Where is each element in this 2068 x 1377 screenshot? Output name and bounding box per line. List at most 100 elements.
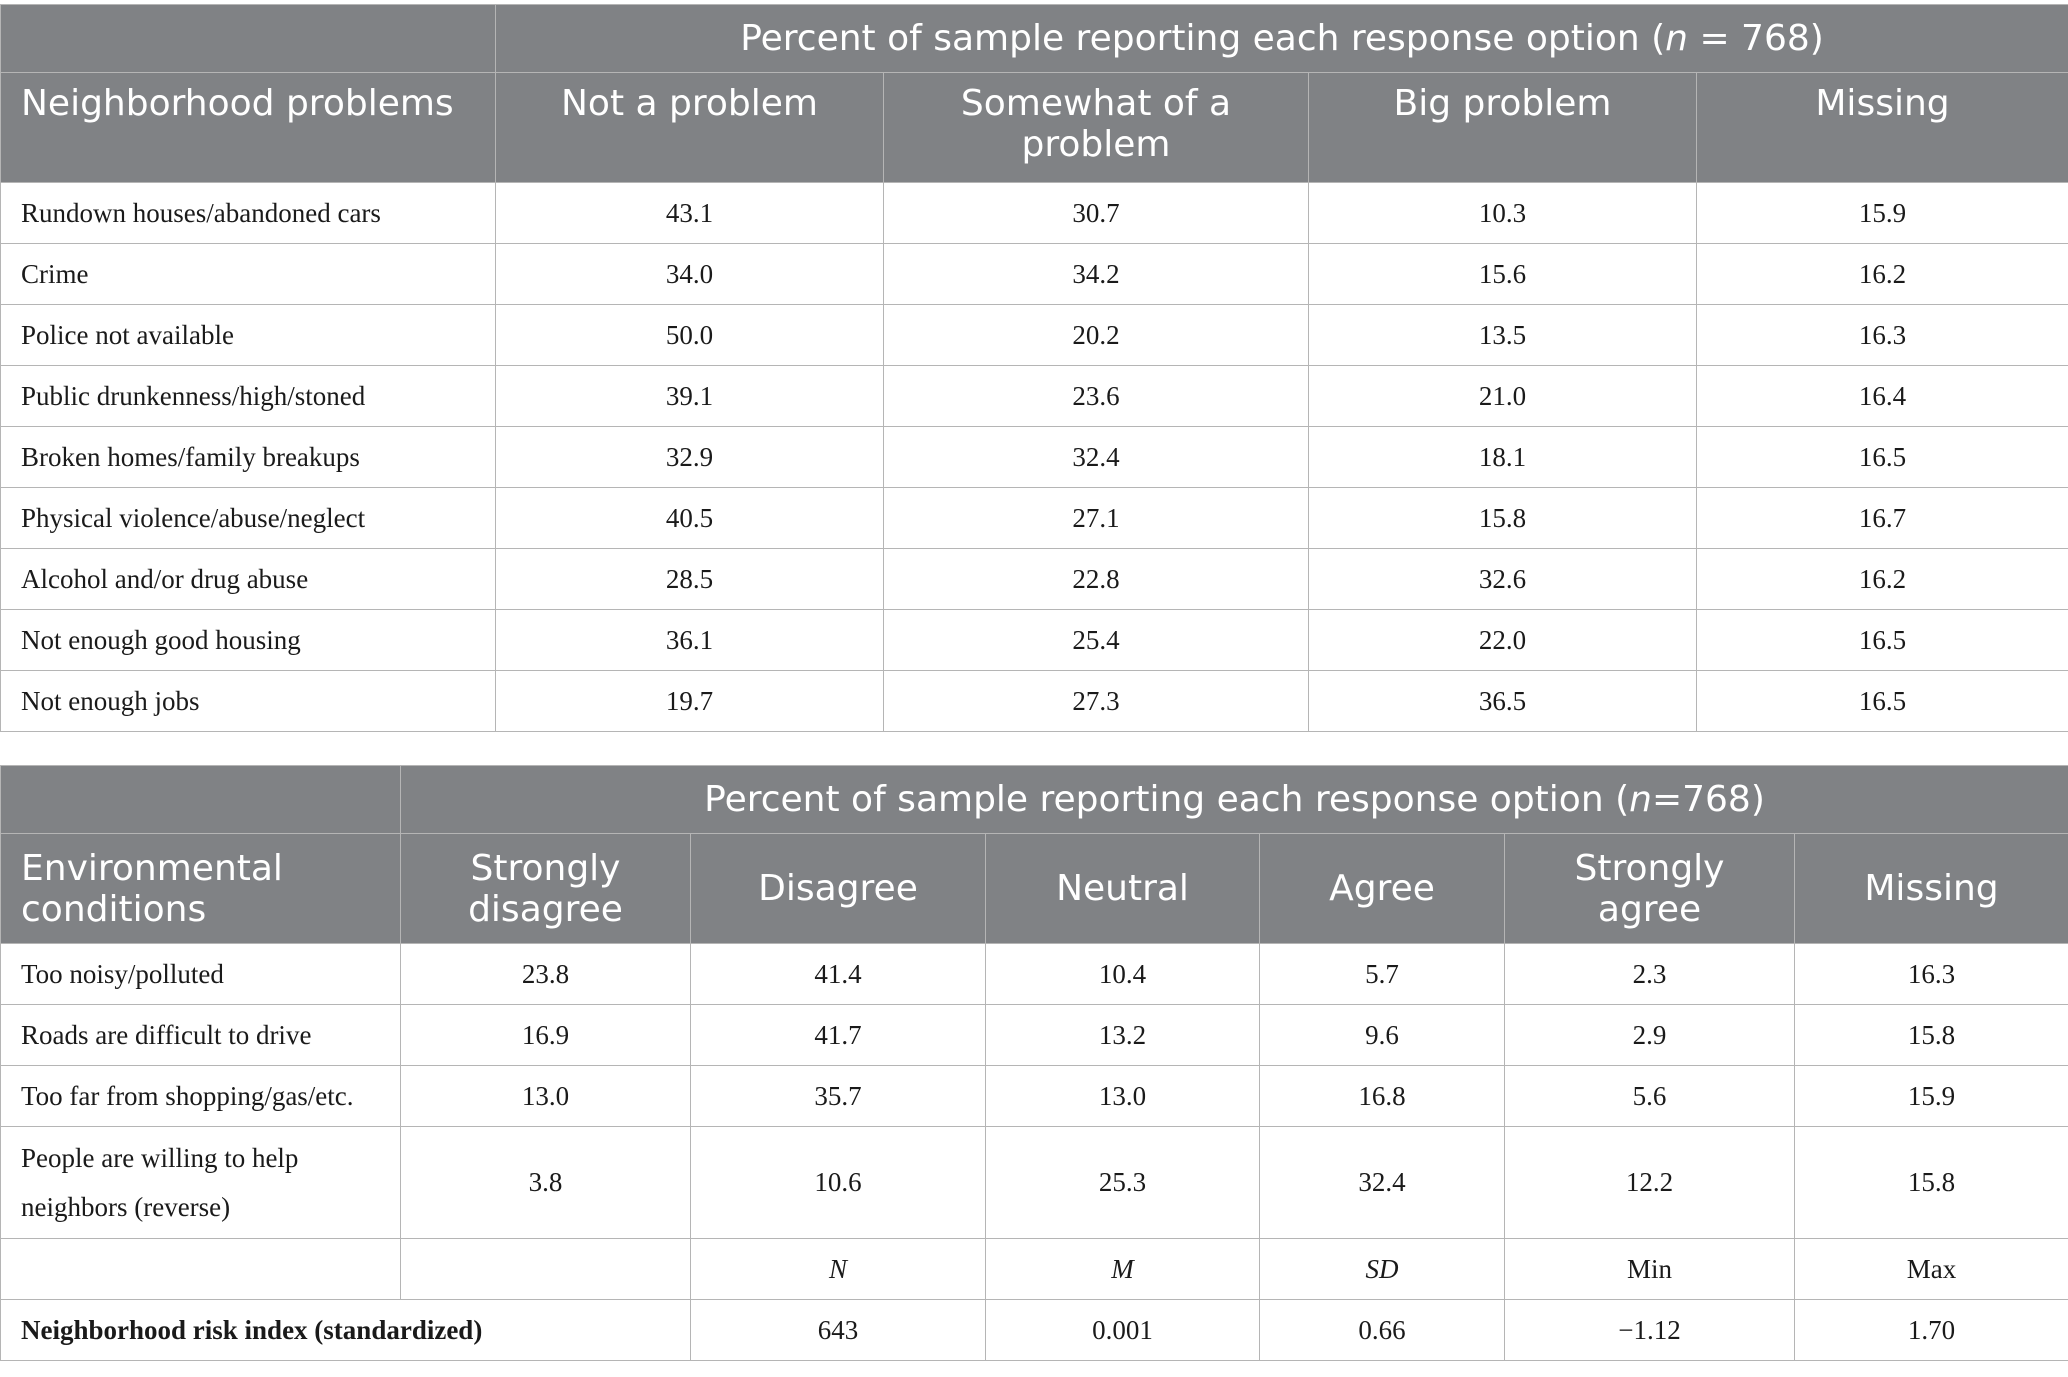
cell-value: 13.0 bbox=[400, 1065, 691, 1127]
row-label: Police not available bbox=[0, 304, 496, 366]
cell-value: 32.4 bbox=[1259, 1126, 1505, 1239]
empty-cell bbox=[400, 1238, 691, 1300]
cell-value: 9.6 bbox=[1259, 1004, 1505, 1066]
cell-value: 23.8 bbox=[400, 943, 691, 1005]
column-header-not-a-problem: Not a problem bbox=[495, 72, 884, 183]
table-row: Too far from shopping/gas/etc. 13.0 35.7 13… bbox=[0, 1065, 2068, 1127]
group-header: Percent of sample reporting each respons… bbox=[399, 765, 2068, 834]
index-value-sd: 0.66 bbox=[1259, 1299, 1505, 1361]
cell-value: 21.0 bbox=[1308, 365, 1697, 427]
row-label: Broken homes/family breakups bbox=[0, 426, 496, 488]
cell-value: 16.5 bbox=[1696, 670, 2068, 732]
column-header-neutral: Neutral bbox=[985, 833, 1260, 944]
neighborhood-problems-table: Percent of sample reporting each respons… bbox=[0, 4, 2068, 732]
row-label: Physical violence/abuse/neglect bbox=[0, 487, 496, 549]
stats-header-n: N bbox=[690, 1238, 986, 1300]
table-row: Police not available 50.0 20.2 13.5 16.3 bbox=[0, 304, 2068, 366]
cell-value: 40.5 bbox=[495, 487, 884, 549]
cell-value: 34.2 bbox=[883, 243, 1309, 305]
cell-value: 25.4 bbox=[883, 609, 1309, 671]
cell-value: 30.7 bbox=[883, 182, 1309, 244]
cell-value: 41.7 bbox=[690, 1004, 986, 1066]
row-label: Roads are difficult to drive bbox=[0, 1004, 401, 1066]
cell-value: 5.7 bbox=[1259, 943, 1505, 1005]
row-label: People are willing to help neighbors (re… bbox=[0, 1126, 401, 1239]
row-label: Public drunkenness/high/stoned bbox=[0, 365, 496, 427]
cell-value: 25.3 bbox=[985, 1126, 1260, 1239]
column-header-row: Neighborhood problems Not a problem Some… bbox=[0, 72, 2068, 183]
cell-value: 16.3 bbox=[1696, 304, 2068, 366]
table-row: Alcohol and/or drug abuse 28.5 22.8 32.6 16.… bbox=[0, 548, 2068, 610]
cell-value: 12.2 bbox=[1504, 1126, 1795, 1239]
cell-value: 27.3 bbox=[883, 670, 1309, 732]
stats-header-row: N M SD Min Max bbox=[0, 1238, 2068, 1300]
column-header-neighborhood-problems: Neighborhood problems bbox=[0, 72, 496, 183]
stats-header-max: Max bbox=[1793, 1238, 2068, 1300]
cell-value: 5.6 bbox=[1504, 1065, 1795, 1127]
cell-value: 27.1 bbox=[883, 487, 1309, 549]
cell-value: 32.9 bbox=[495, 426, 884, 488]
column-header-missing: Missing bbox=[1793, 833, 2068, 944]
cell-value: 2.9 bbox=[1504, 1004, 1795, 1066]
cell-value: 15.8 bbox=[1793, 1004, 2068, 1066]
cell-value: 10.4 bbox=[985, 943, 1260, 1005]
column-header-somewhat-of-a-problem: Somewhat of a problem bbox=[883, 72, 1309, 183]
row-label: Not enough jobs bbox=[0, 670, 496, 732]
cell-value: 18.1 bbox=[1308, 426, 1697, 488]
row-label: Too noisy/polluted bbox=[0, 943, 401, 1005]
cell-value: 16.8 bbox=[1259, 1065, 1505, 1127]
cell-value: 16.3 bbox=[1793, 943, 2068, 1005]
cell-value: 3.8 bbox=[400, 1126, 691, 1239]
cell-value: 15.8 bbox=[1793, 1126, 2068, 1239]
cell-value: 32.4 bbox=[883, 426, 1309, 488]
cell-value: 39.1 bbox=[495, 365, 884, 427]
cell-value: 22.0 bbox=[1308, 609, 1697, 671]
cell-value: 19.7 bbox=[495, 670, 884, 732]
group-header: Percent of sample reporting each respons… bbox=[495, 4, 2068, 73]
column-header-environmental-conditions: Environmental conditions bbox=[0, 833, 401, 944]
cell-value: 22.8 bbox=[883, 548, 1309, 610]
stats-header-sd: SD bbox=[1259, 1238, 1505, 1300]
cell-value: 32.6 bbox=[1308, 548, 1697, 610]
cell-value: 41.4 bbox=[690, 943, 986, 1005]
cell-value: 36.1 bbox=[495, 609, 884, 671]
index-value-max: 1.70 bbox=[1793, 1299, 2068, 1361]
column-header-missing: Missing bbox=[1696, 72, 2068, 183]
cell-value: 20.2 bbox=[883, 304, 1309, 366]
row-label: Crime bbox=[0, 243, 496, 305]
table-row: Physical violence/abuse/neglect 40.5 27.1 1… bbox=[0, 487, 2068, 549]
row-label: Rundown houses/abandoned cars bbox=[0, 182, 496, 244]
column-header-strongly-agree: Strongly agree bbox=[1504, 833, 1795, 944]
group-header-row: Percent of sample reporting each respons… bbox=[0, 4, 2068, 73]
row-label: Not enough good housing bbox=[0, 609, 496, 671]
table-row: People are willing to help neighbors (re… bbox=[0, 1126, 2068, 1239]
index-row-label: Neighborhood risk index (standardized) bbox=[0, 1299, 691, 1361]
column-header-strongly-disagree: Strongly disagree bbox=[400, 833, 691, 944]
table-row: Broken homes/family breakups 32.9 32.4 18.1… bbox=[0, 426, 2068, 488]
index-row: Neighborhood risk index (standardized) 6… bbox=[0, 1299, 2068, 1361]
row-label: Alcohol and/or drug abuse bbox=[0, 548, 496, 610]
cell-value: 16.2 bbox=[1696, 548, 2068, 610]
cell-value: 13.0 bbox=[985, 1065, 1260, 1127]
table-row: Too noisy/polluted 23.8 41.4 10.4 5.7 2.3 16.3 bbox=[0, 943, 2068, 1005]
cell-value: 16.5 bbox=[1696, 426, 2068, 488]
table-row: Roads are difficult to drive 16.9 41.7 13.2… bbox=[0, 1004, 2068, 1066]
group-header-row: Percent of sample reporting each respons… bbox=[0, 765, 2068, 834]
empty-cell bbox=[0, 1238, 401, 1300]
cell-value: 13.5 bbox=[1308, 304, 1697, 366]
table-row: Rundown houses/abandoned cars 43.1 30.7 10.… bbox=[0, 182, 2068, 244]
cell-value: 23.6 bbox=[883, 365, 1309, 427]
table-row: Not enough good housing 36.1 25.4 22.0 16.5 bbox=[0, 609, 2068, 671]
cell-value: 16.5 bbox=[1696, 609, 2068, 671]
cell-value: 15.6 bbox=[1308, 243, 1697, 305]
cell-value: 10.6 bbox=[690, 1126, 986, 1239]
column-header-row: Environmental conditions Strongly disagr… bbox=[0, 833, 2068, 944]
cell-value: 13.2 bbox=[985, 1004, 1260, 1066]
index-value-n: 643 bbox=[690, 1299, 986, 1361]
column-header-disagree: Disagree bbox=[690, 833, 986, 944]
cell-value: 16.7 bbox=[1696, 487, 2068, 549]
table-row: Crime 34.0 34.2 15.6 16.2 bbox=[0, 243, 2068, 305]
cell-value: 15.8 bbox=[1308, 487, 1697, 549]
table-row: Public drunkenness/high/stoned 39.1 23.6 21… bbox=[0, 365, 2068, 427]
cell-value: 50.0 bbox=[495, 304, 884, 366]
